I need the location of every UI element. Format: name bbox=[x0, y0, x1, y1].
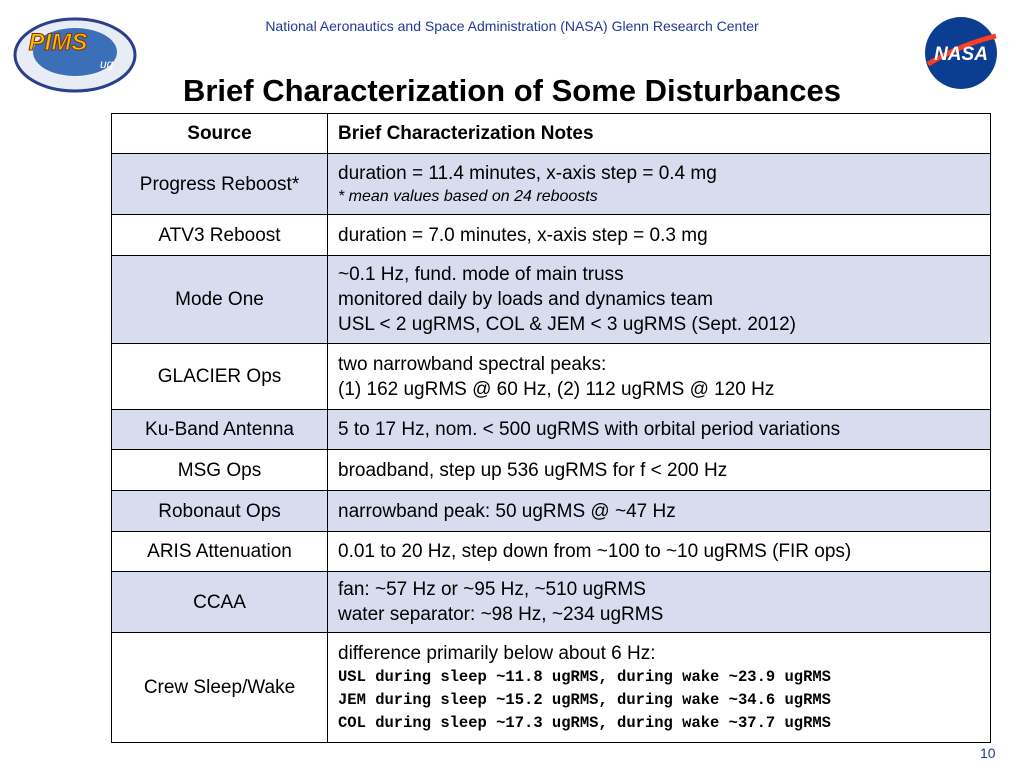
logo-sub: ug bbox=[100, 57, 114, 71]
logo-swoosh bbox=[926, 33, 997, 67]
source-cell: Ku-Band Antenna bbox=[111, 409, 328, 450]
note-line: USL during sleep ~11.8 ugRMS, during wak… bbox=[338, 667, 831, 686]
table-row: CCAA fan: ~57 Hz or ~95 Hz, ~510 ugRMS wat… bbox=[111, 571, 991, 633]
note-line: COL during sleep ~17.3 ugRMS, during wak… bbox=[338, 713, 831, 732]
notes-cell: 5 to 17 Hz, nom. < 500 ugRMS with orbita… bbox=[327, 409, 991, 450]
note-line: monitored daily by loads and dynamics te… bbox=[338, 289, 713, 310]
header-cell: Source bbox=[111, 113, 328, 154]
logo-text: NASA bbox=[934, 44, 988, 65]
notes-cell: difference primarily below about 6 Hz: US… bbox=[327, 632, 991, 743]
pims-logo: PIMS ug bbox=[13, 17, 137, 93]
table-row: Ku-Band Antenna 5 to 17 Hz, nom. < 500 ug… bbox=[111, 409, 991, 450]
note-line: duration = 11.4 minutes, x-axis step = 0… bbox=[338, 162, 717, 184]
note-line: duration = 7.0 minutes, x-axis step = 0.… bbox=[338, 224, 708, 246]
logo-globe bbox=[33, 28, 117, 76]
note-line: water separator: ~98 Hz, ~234 ugRMS bbox=[338, 604, 664, 625]
notes-cell: duration = 7.0 minutes, x-axis step = 0.… bbox=[327, 214, 991, 256]
note-line: difference primarily below about 6 Hz: bbox=[338, 642, 656, 664]
table-body: Source Brief Characterization Notes Progre… bbox=[111, 113, 991, 743]
source-cell: MSG Ops bbox=[111, 449, 328, 491]
table-row: GLACIER Ops two narrowband spectral peaks… bbox=[111, 343, 991, 410]
header-row: Source Brief Characterization Notes bbox=[111, 113, 991, 154]
notes-cell: narrowband peak: 50 ugRMS @ ~47 Hz bbox=[327, 490, 991, 532]
header-cell: Brief Characterization Notes bbox=[327, 113, 991, 154]
source-cell: ATV3 Reboost bbox=[111, 214, 328, 256]
source-cell: CCAA bbox=[111, 571, 328, 633]
table-row: Mode One ~0.1 Hz, fund. mode of main trus… bbox=[111, 255, 991, 344]
notes-cell: ~0.1 Hz, fund. mode of main truss monitor… bbox=[327, 255, 991, 344]
table-row: Robonaut Ops narrowband peak: 50 ugRMS @ … bbox=[111, 490, 991, 532]
source-cell: Crew Sleep/Wake bbox=[111, 632, 328, 743]
note-line: two narrowband spectral peaks: bbox=[338, 353, 607, 375]
note-line: ~0.1 Hz, fund. mode of main truss bbox=[338, 264, 624, 285]
logo-disc bbox=[925, 17, 997, 89]
note-line: USL < 2 ugRMS, COL & JEM < 3 ugRMS (Sept… bbox=[338, 314, 796, 335]
notes-cell: two narrowband spectral peaks: (1) 162 ug… bbox=[327, 343, 991, 410]
note-line: (1) 162 ugRMS @ 60 Hz, (2) 112 ugRMS @ 1… bbox=[338, 378, 775, 400]
table-row: ATV3 Reboost duration = 7.0 minutes, x-ax… bbox=[111, 214, 991, 256]
note-line: broadband, step up 536 ugRMS for f < 200… bbox=[338, 459, 728, 481]
note-line: fan: ~57 Hz or ~95 Hz, ~510 ugRMS bbox=[338, 579, 646, 600]
source-cell: Mode One bbox=[111, 255, 328, 344]
page-number: 10 bbox=[980, 745, 996, 761]
table-row: MSG Ops broadband, step up 536 ugRMS for … bbox=[111, 449, 991, 491]
nasa-logo: NASA bbox=[925, 17, 997, 89]
source-cell: Progress Reboost* bbox=[111, 153, 328, 215]
table: Source Brief Characterization Notes Progre… bbox=[111, 113, 991, 743]
note-line: 0.01 to 20 Hz, step down from ~100 to ~1… bbox=[338, 541, 852, 562]
logo-text: PIMS bbox=[29, 29, 88, 56]
notes-cell: 0.01 to 20 Hz, step down from ~100 to ~1… bbox=[327, 531, 991, 572]
title: Brief Characterization of Some Disturban… bbox=[182, 73, 842, 108]
notes-cell: fan: ~57 Hz or ~95 Hz, ~510 ugRMS water s… bbox=[327, 571, 991, 633]
table-row: Progress Reboost* duration = 11.4 minutes… bbox=[111, 153, 991, 215]
note-line: * mean values based on 24 reboosts bbox=[338, 187, 598, 205]
note-line: narrowband peak: 50 ugRMS @ ~47 Hz bbox=[338, 500, 676, 522]
note-line: JEM during sleep ~15.2 ugRMS, during wak… bbox=[338, 690, 831, 709]
notes-cell: duration = 11.4 minutes, x-axis step = 0… bbox=[327, 153, 991, 215]
source-cell: Robonaut Ops bbox=[111, 490, 328, 532]
note-line: 5 to 17 Hz, nom. < 500 ugRMS with orbita… bbox=[338, 419, 841, 440]
source-cell: GLACIER Ops bbox=[111, 343, 328, 410]
organization: National Aeronautics and Space Administr… bbox=[265, 18, 759, 34]
table-row: Crew Sleep/Wake difference primarily belo… bbox=[111, 632, 991, 743]
table-row: ARIS Attenuation 0.01 to 20 Hz, step down… bbox=[111, 531, 991, 572]
notes-cell: broadband, step up 536 ugRMS for f < 200… bbox=[327, 449, 991, 491]
source-cell: ARIS Attenuation bbox=[111, 531, 328, 572]
